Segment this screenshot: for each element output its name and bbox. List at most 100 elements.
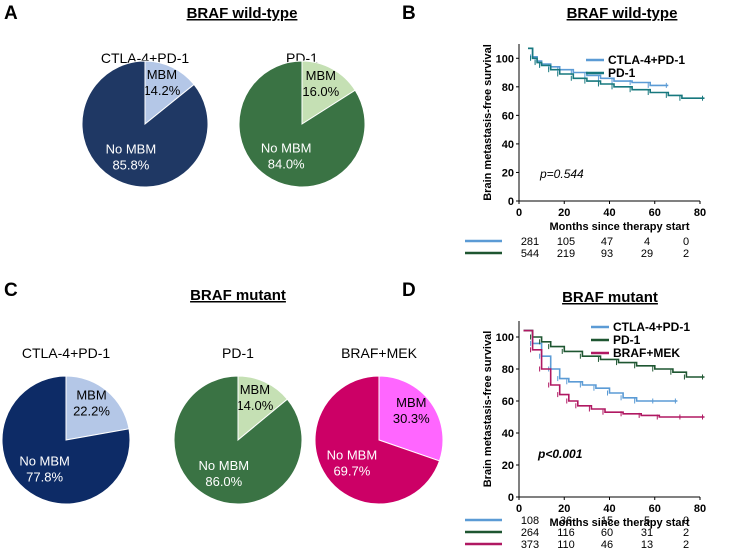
risk-table-cell: 2 — [683, 539, 689, 551]
x-tick-label: 80 — [694, 207, 706, 219]
pie-slice-value: 30.3% — [393, 411, 430, 426]
risk-table-cell: 46 — [601, 539, 613, 551]
pie-slice-value: 84.0% — [268, 157, 305, 172]
risk-table-cell: 110 — [557, 539, 575, 551]
y-tick-label: 80 — [502, 82, 514, 94]
x-axis-label: Months since therapy start — [550, 221, 690, 233]
pie-slice-value: 14.0% — [236, 398, 273, 413]
pie-slice-no-mbm — [81, 60, 209, 188]
risk-table-cell: 47 — [601, 236, 613, 248]
km-curve — [523, 329, 705, 418]
pie-slice-mbm — [65, 375, 130, 441]
risk-table-cell: 5 — [644, 515, 650, 527]
y-tick-label: 20 — [502, 167, 514, 179]
pie-slice-no-mbm — [238, 60, 366, 188]
risk-table-cell: 4 — [644, 236, 650, 248]
pie-slice-no-mbm — [1, 375, 131, 505]
pie-slice-value: 22.2% — [73, 404, 110, 419]
y-tick-label: 0 — [508, 492, 514, 504]
y-tick-label: 0 — [508, 196, 514, 208]
risk-table-cell: 36 — [560, 515, 572, 527]
panel-title-c: BRAF mutant — [190, 287, 286, 304]
pie-slice-value: 16.0% — [302, 84, 339, 99]
risk-table-cell: 15 — [601, 515, 613, 527]
risk-table-cell: 29 — [641, 248, 653, 260]
pie-slice-no-mbm — [314, 375, 441, 505]
p-value: p=0.544 — [539, 167, 584, 181]
panel-label-c: C — [4, 280, 18, 301]
y-tick-label: 100 — [496, 332, 514, 344]
risk-table-cell: 116 — [557, 527, 575, 539]
pie-slice-mbm — [237, 375, 289, 442]
p-value: p<0.001 — [537, 447, 583, 461]
pie-slice-value: 85.8% — [112, 158, 149, 173]
pie-slice-value: 77.8% — [26, 470, 63, 485]
panel-label-d: D — [402, 280, 416, 301]
risk-table-cell: 373 — [521, 539, 539, 551]
panel-title-d: BRAF mutant — [562, 289, 658, 306]
pie-slice-label: No MBM — [19, 454, 70, 469]
y-tick-label: 80 — [502, 364, 514, 376]
y-tick-label: 20 — [502, 460, 514, 472]
pie-slice-label: MBM — [240, 382, 270, 397]
x-tick-label: 40 — [603, 503, 615, 515]
y-axis-label: Brain metastasis-free survival — [482, 44, 494, 201]
legend-entry: BRAF+MEK — [613, 346, 680, 360]
pie-slice-label: MBM — [306, 68, 336, 83]
risk-table-cell: 219 — [557, 248, 575, 260]
risk-table-cell: 60 — [601, 527, 613, 539]
pie-title: BRAF+MEK — [341, 345, 418, 361]
y-axis-label: Brain metastasis-free survival — [482, 331, 494, 488]
pie-slice-label: No MBM — [261, 141, 312, 156]
risk-table-cell: 544 — [521, 248, 539, 260]
legend-entry: PD-1 — [613, 333, 641, 347]
risk-table-cell: 2 — [683, 527, 689, 539]
risk-table-cell: 264 — [521, 527, 539, 539]
x-tick-label: 40 — [603, 207, 615, 219]
risk-table-cell: 0 — [683, 515, 689, 527]
legend-entry: CTLA-4+PD-1 — [613, 320, 690, 334]
risk-table-cell: 13 — [641, 539, 653, 551]
risk-table-cell: 281 — [521, 236, 539, 248]
x-tick-label: 0 — [516, 207, 522, 219]
risk-table-cell: 2 — [683, 248, 689, 260]
x-axis-label: Months since therapy start — [550, 517, 690, 529]
km-curve — [528, 47, 705, 99]
risk-table-cell: 108 — [521, 515, 539, 527]
risk-table-cell: 0 — [683, 236, 689, 248]
y-tick-label: 40 — [502, 428, 514, 440]
x-tick-label: 60 — [649, 207, 661, 219]
risk-table-cell: 93 — [601, 248, 613, 260]
x-tick-label: 60 — [649, 503, 661, 515]
legend-entry: CTLA-4+PD-1 — [608, 53, 685, 67]
y-tick-label: 100 — [496, 53, 514, 65]
x-tick-label: 20 — [558, 503, 570, 515]
panel-label-b: B — [402, 3, 416, 24]
pie-title: CTLA-4+PD-1 — [101, 50, 190, 66]
pie-title: CTLA-4+PD-1 — [22, 345, 111, 361]
x-tick-label: 20 — [558, 207, 570, 219]
pie-slice-mbm — [144, 60, 195, 126]
km-curve — [523, 329, 705, 378]
pie-slice-no-mbm — [173, 375, 303, 505]
x-tick-label: 0 — [516, 503, 522, 515]
pie-title: PD-1 — [222, 345, 254, 361]
pie-slice-value: 14.2% — [143, 83, 180, 98]
pie-slice-value: 86.0% — [205, 474, 242, 489]
legend-entry: PD-1 — [608, 66, 636, 80]
y-tick-label: 60 — [502, 396, 514, 408]
pie-slice-mbm — [378, 375, 444, 462]
panel-title-a: BRAF wild-type — [187, 5, 298, 22]
panel-label-a: A — [4, 3, 18, 24]
y-tick-label: 60 — [502, 110, 514, 122]
pie-slice-label: No MBM — [327, 447, 378, 462]
